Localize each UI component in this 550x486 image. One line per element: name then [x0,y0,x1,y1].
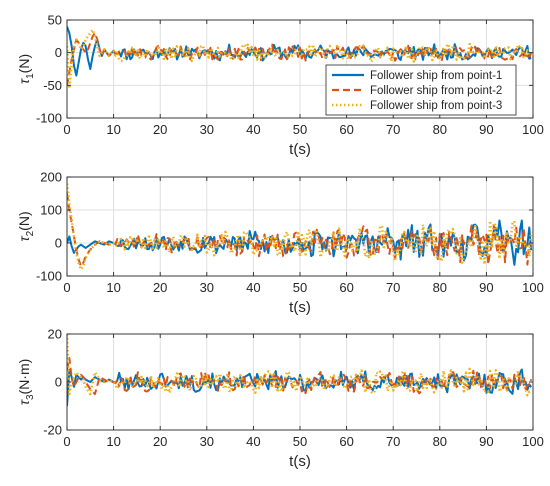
y-axis-label: τ1(N) [16,54,36,84]
y-axis-label-unit: (N·m) [16,359,32,395]
x-tick-label: 30 [200,280,214,295]
x-tick-label: 0 [63,434,70,449]
x-tick-label: 100 [522,122,544,137]
y-tick-label: 20 [48,327,62,342]
chart-panel-2: 0 10 20 30 40 50 60 70 80 90 100-1000100200t(s)τ2(… [16,170,544,317]
series-line-2 [67,193,532,268]
x-tick-label: 60 [339,122,353,137]
y-tick-label: 200 [40,170,62,185]
series-line-2 [67,32,533,86]
y-axis-label: τ2(N) [16,211,36,241]
x-tick-label: 80 [433,280,447,295]
legend-label-1: Follower ship from point-1 [370,70,502,82]
x-tick-label: 40 [246,434,260,449]
x-tick-label: 30 [200,434,214,449]
y-tick-label: -100 [36,269,62,284]
legend: Follower ship from point-1 Follower ship … [325,64,517,116]
x-tick-label: 50 [293,280,307,295]
y-tick-label: 100 [40,203,62,218]
x-tick-label: 100 [522,434,544,449]
x-tick-label: 60 [339,434,353,449]
y-tick-label: 0 [55,375,62,390]
x-tick-label: 0 [63,280,70,295]
x-tick-label: 50 [293,122,307,137]
x-tick-label: 90 [479,122,493,137]
y-axis-label-symbol: τ [16,78,32,84]
y-tick-label: -50 [43,78,62,93]
y-axis-label-symbol: τ [16,399,32,405]
x-tick-label: 0 [63,122,70,137]
x-tick-label: 20 [153,280,167,295]
x-tick-label: 80 [433,434,447,449]
x-tick-label: 70 [386,122,400,137]
y-axis-label-unit: (N) [16,211,32,230]
series-line-1 [67,219,533,266]
x-tick-label: 50 [293,434,307,449]
x-tick-label: 30 [200,122,214,137]
x-axis-label: t(s) [289,141,311,158]
y-axis-label-subscript: 2 [25,230,36,236]
x-tick-label: 60 [339,280,353,295]
x-tick-label: 10 [106,434,120,449]
y-axis-label-subscript: 3 [25,394,36,400]
series-line-1 [67,368,532,407]
y-tick-label: 50 [48,13,62,28]
x-axis-label: t(s) [289,299,311,316]
y-tick-label: -100 [36,111,62,126]
x-tick-label: 10 [106,280,120,295]
x-tick-label: 90 [479,280,493,295]
legend-label-3: Follower ship from point-3 [370,100,502,112]
x-tick-label: 70 [386,434,400,449]
y-axis-label: τ3(N·m) [16,359,36,406]
y-tick-label: 0 [55,236,62,251]
y-axis-label-subscript: 1 [25,73,36,79]
y-axis-label-symbol: τ [16,236,32,242]
y-tick-label: 0 [55,45,62,60]
chart-panel-1: 0 10 20 30 40 50 60 70 80 90 100 -100 -50 0 50 t(s) τ1(N… [16,13,544,159]
x-tick-label: 10 [106,122,120,137]
x-tick-label: 20 [153,434,167,449]
legend-label-2: Follower ship from point-2 [370,85,502,97]
series-line-3 [67,183,533,271]
y-tick-label: -20 [43,423,62,438]
x-tick-label: 80 [433,122,447,137]
x-tick-label: 40 [246,122,260,137]
x-tick-label: 40 [246,280,260,295]
y-axis-label-unit: (N) [16,54,32,73]
x-tick-label: 100 [522,280,544,295]
x-axis-label: t(s) [289,453,311,470]
x-tick-label: 70 [386,280,400,295]
x-tick-label: 90 [479,434,493,449]
x-tick-label: 20 [153,122,167,137]
